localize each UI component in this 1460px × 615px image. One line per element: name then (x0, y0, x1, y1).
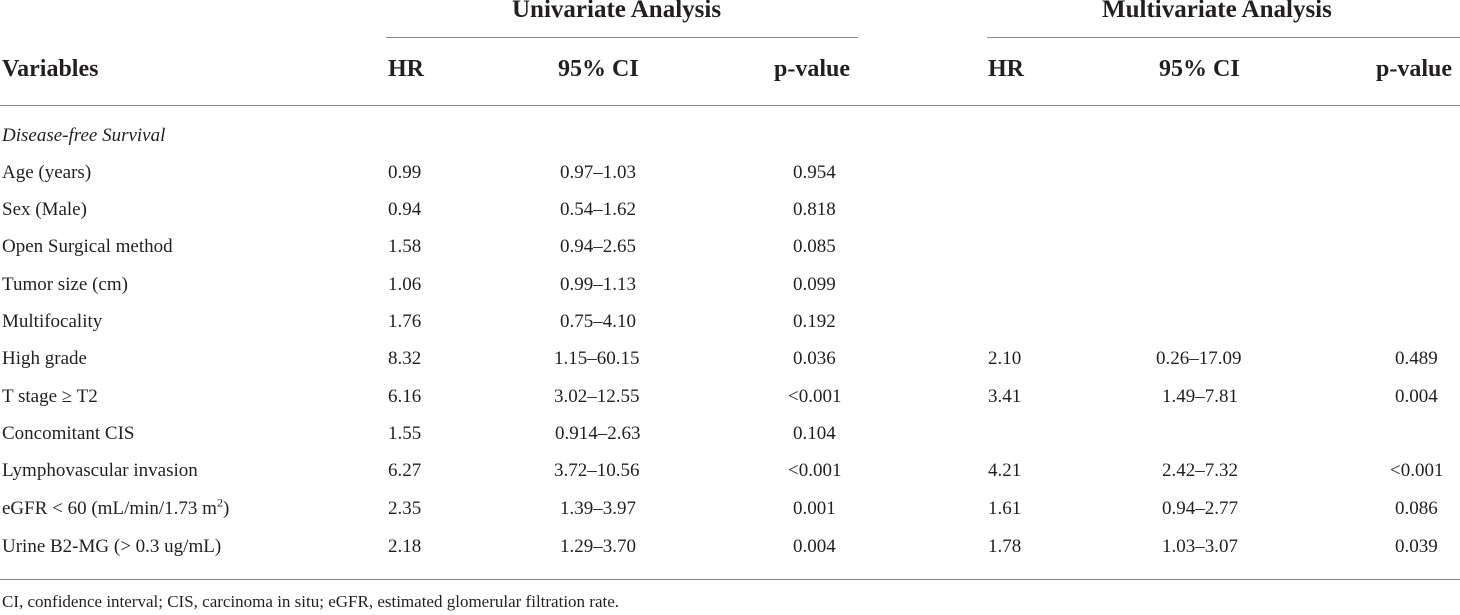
row-uni-p: 0.036 (793, 348, 836, 369)
row-uni-p: 0.085 (793, 236, 836, 257)
row-uni-hr: 8.32 (388, 348, 422, 369)
row-uni-ci: 3.72–10.56 (554, 460, 640, 481)
row-variable: Lymphovascular invasion (2, 460, 198, 481)
row-uni-p: 0.192 (793, 311, 836, 332)
row-uni-ci: 0.914–2.63 (555, 423, 641, 444)
row-multi-ci: 1.03–3.07 (1162, 536, 1238, 557)
row-uni-p: 0.954 (793, 162, 836, 183)
row-variable: Tumor size (cm) (2, 274, 128, 295)
column-header-multi-ci: 95% CI (1159, 56, 1240, 82)
column-header-multi-hr: HR (988, 56, 1024, 82)
row-uni-hr: 2.18 (388, 536, 422, 557)
row-multi-p: 0.004 (1395, 386, 1438, 407)
row-uni-p: 0.818 (793, 199, 836, 220)
row-multi-p: 0.489 (1395, 348, 1438, 369)
row-variable: Urine B2-MG (> 0.3 ug/mL) (2, 536, 222, 557)
row-uni-p: 0.001 (793, 498, 836, 519)
row-uni-hr: 0.94 (388, 199, 422, 220)
column-header-uni-p: p-value (774, 56, 851, 82)
row-uni-p: 0.099 (793, 274, 836, 295)
column-header-uni-hr: HR (388, 56, 424, 82)
table-footnote: CI, confidence interval; CIS, carcinoma … (2, 592, 620, 611)
row-multi-ci: 2.42–7.32 (1162, 460, 1238, 481)
row-uni-p: 0.004 (793, 536, 836, 557)
row-variable: Age (years) (2, 162, 92, 183)
row-uni-ci: 0.54–1.62 (560, 199, 636, 220)
row-uni-ci: 3.02–12.55 (554, 386, 640, 407)
row-uni-p: 0.104 (793, 423, 836, 444)
section-label: Disease-free Survival (2, 125, 166, 146)
row-uni-hr: 1.55 (388, 423, 422, 444)
row-uni-ci: 1.15–60.15 (554, 348, 640, 369)
row-variable: T stage ≥ T2 (2, 386, 98, 407)
row-uni-p: <0.001 (788, 386, 842, 407)
row-multi-hr: 4.21 (988, 460, 1022, 481)
row-uni-hr: 2.35 (388, 498, 422, 519)
row-uni-p: <0.001 (788, 460, 842, 481)
row-multi-ci: 0.26–17.09 (1156, 348, 1242, 369)
header-bottom-rule (0, 105, 1460, 106)
table-bottom-rule (0, 579, 1460, 580)
row-uni-hr: 1.76 (388, 311, 422, 332)
row-uni-hr: 0.99 (388, 162, 422, 183)
multivariate-group-rule (987, 37, 1460, 38)
group-header-univariate: Univariate Analysis (512, 0, 722, 23)
column-header-uni-ci: 95% CI (558, 56, 639, 82)
row-variable: eGFR < 60 (mL/min/1.73 m2) (2, 495, 230, 519)
row-uni-hr: 1.06 (388, 274, 422, 295)
row-multi-p: 0.086 (1395, 498, 1438, 519)
row-variable: Concomitant CIS (2, 423, 135, 444)
row-uni-ci: 0.99–1.13 (560, 274, 636, 295)
row-uni-ci: 0.75–4.10 (560, 311, 636, 332)
row-variable: Open Surgical method (2, 236, 173, 257)
column-header-multi-p: p-value (1376, 56, 1453, 82)
row-variable: High grade (2, 348, 87, 369)
row-uni-hr: 1.58 (388, 236, 422, 257)
row-multi-hr: 3.41 (988, 386, 1022, 407)
row-uni-ci: 1.29–3.70 (560, 536, 636, 557)
univariate-group-rule (386, 37, 858, 38)
row-variable: Sex (Male) (2, 199, 87, 220)
row-variable: Multifocality (2, 311, 103, 332)
row-multi-p: <0.001 (1390, 460, 1444, 481)
row-uni-ci: 0.97–1.03 (560, 162, 636, 183)
column-header-variables: Variables (2, 56, 99, 82)
row-multi-hr: 1.78 (988, 536, 1022, 557)
row-uni-hr: 6.16 (388, 386, 422, 407)
row-uni-hr: 6.27 (388, 460, 422, 481)
row-multi-p: 0.039 (1395, 536, 1438, 557)
row-uni-ci: 1.39–3.97 (560, 498, 636, 519)
row-multi-ci: 0.94–2.77 (1162, 498, 1238, 519)
row-uni-ci: 0.94–2.65 (560, 236, 636, 257)
row-multi-ci: 1.49–7.81 (1162, 386, 1238, 407)
row-multi-hr: 1.61 (988, 498, 1022, 519)
row-multi-hr: 2.10 (988, 348, 1022, 369)
group-header-multivariate: Multivariate Analysis (1102, 0, 1332, 23)
